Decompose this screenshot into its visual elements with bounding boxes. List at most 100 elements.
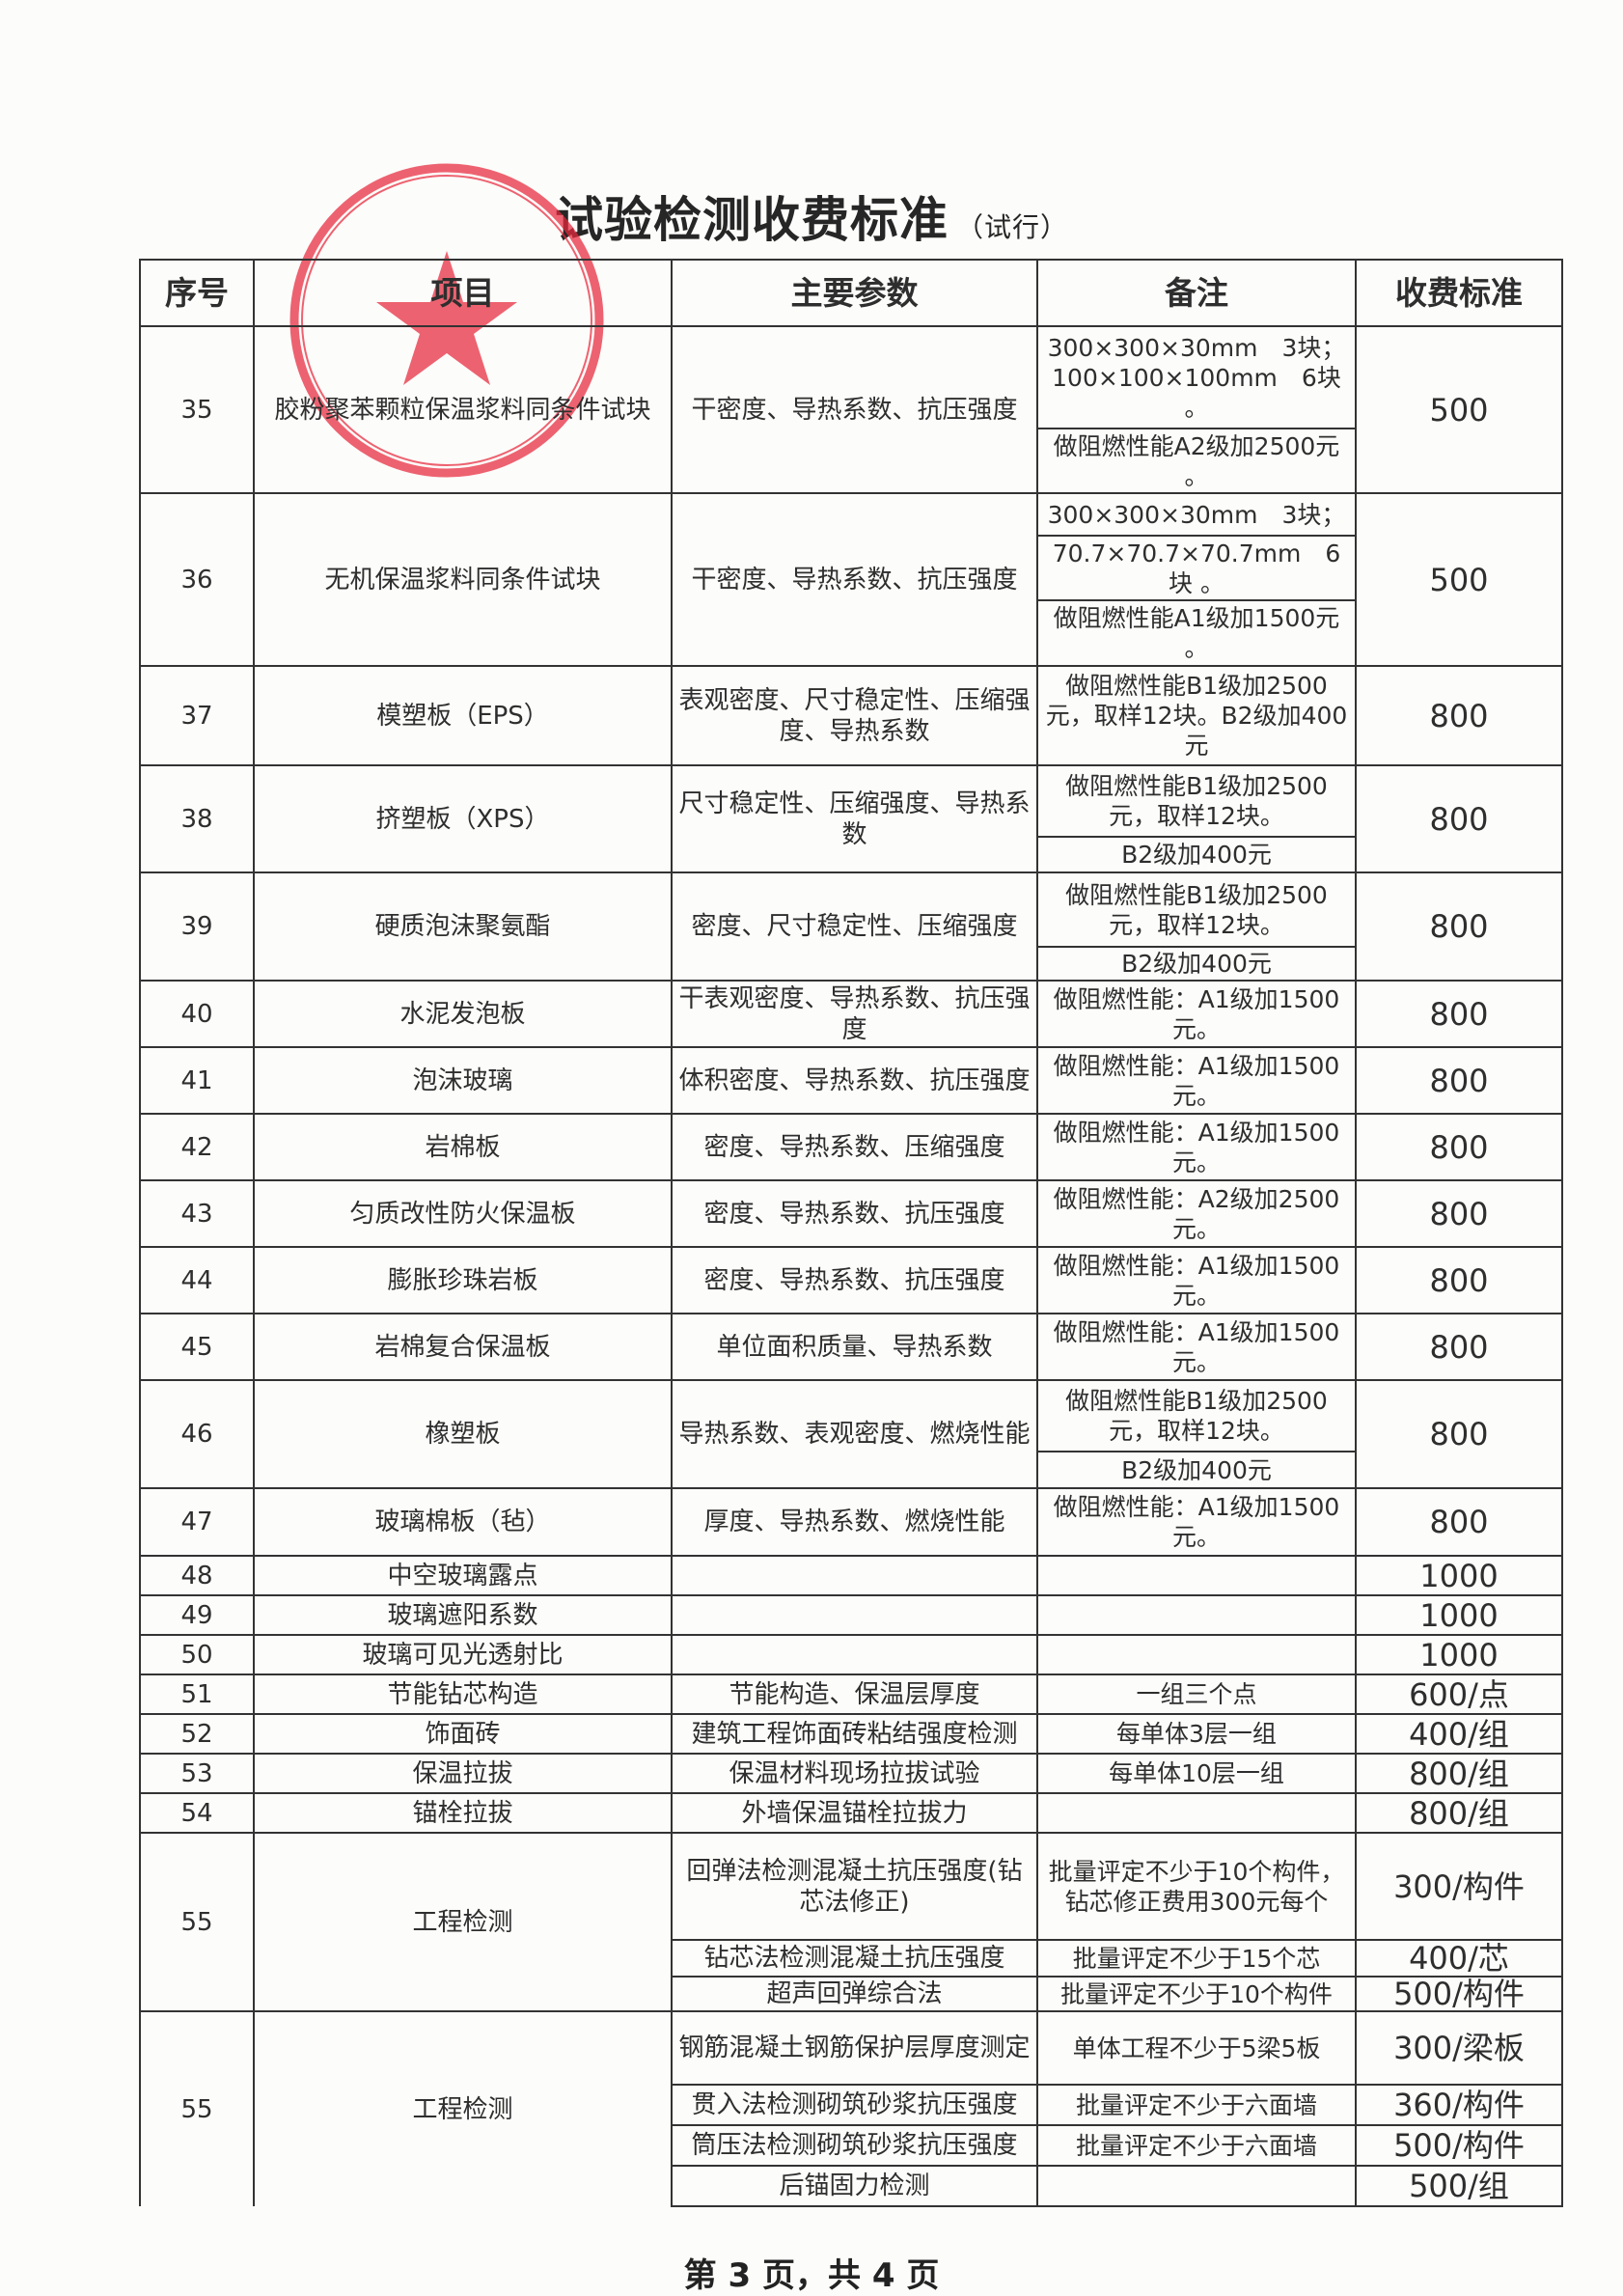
row-item: 锚栓拉拔 — [253, 1792, 673, 1834]
row-number: 49 — [139, 1594, 255, 1636]
table-row: 55 工程检测 回弹法检测混凝土抗压强度(钻芯法修正) 批量评定不少于10个构件，钻芯… — [139, 1832, 1563, 2012]
row-item: 水泥发泡板 — [253, 980, 673, 1048]
row-note: 做阻燃性能：A1级加1500元。 — [1036, 980, 1357, 1048]
header-no: 序号 — [139, 259, 255, 327]
row-note: 做阻燃性能B1级加2500元，取样12块。 — [1036, 871, 1357, 948]
header-fee: 收费标准 — [1355, 259, 1563, 327]
table-header-row: 序号 项目 主要参数 备注 收费标准 — [139, 259, 1563, 327]
row-item: 橡塑板 — [253, 1379, 673, 1489]
row-number: 44 — [139, 1246, 255, 1314]
table-row: B2级加400元 — [140, 946, 1562, 982]
row-note: 做阻燃性能：A1级加1500元。 — [1036, 1246, 1357, 1314]
row-fee: 600/点 — [1355, 1674, 1563, 1715]
row-fee: 800/组 — [1355, 1792, 1563, 1834]
header-item: 项目 — [253, 259, 673, 327]
row-item: 玻璃可见光透射比 — [253, 1634, 673, 1675]
row-item: 岩棉板 — [253, 1113, 673, 1181]
row-number: 55 — [139, 2010, 255, 2206]
row-item: 无机保温浆料同条件试块 — [253, 492, 673, 667]
row-fee: 500 — [1355, 325, 1563, 494]
row-note: 一组三个点 — [1036, 1674, 1357, 1715]
row-item: 膨胀珍珠岩板 — [253, 1246, 673, 1314]
row-number: 55 — [139, 1832, 255, 2012]
row-fee: 1000 — [1355, 1594, 1563, 1636]
table-row: 38 挤塑板（XPS） 尺寸稳定性、压缩强度、导热系数 做阻燃性能B1级加2500元，… — [139, 764, 1563, 873]
table-row: 41 泡沫玻璃 体积密度、导热系数、抗压强度 做阻燃性能：A1级加1500元。 800 — [139, 1046, 1563, 1115]
row-params: 体积密度、导热系数、抗压强度 — [671, 1046, 1038, 1115]
row-item: 玻璃遮阳系数 — [253, 1594, 673, 1636]
table-row: 后锚固力检测 500/组 — [140, 2165, 1563, 2207]
row-note: 做阻燃性能B1级加2500元，取样12块。B2级加400元 — [1036, 665, 1357, 766]
row-params: 钢筋混凝土钢筋保护层厚度测定 — [671, 2010, 1038, 2086]
row-params: 单位面积质量、导热系数 — [671, 1313, 1038, 1381]
row-params: 超声回弹综合法 — [671, 1976, 1038, 2012]
row-item: 泡沫玻璃 — [253, 1046, 673, 1115]
row-fee: 400/组 — [1355, 1713, 1563, 1755]
row-number: 38 — [139, 764, 255, 873]
row-fee: 300/构件 — [1355, 1832, 1563, 1941]
row-params: 回弹法检测混凝土抗压强度(钻芯法修正) — [671, 1832, 1038, 1941]
row-fee: 800 — [1355, 1046, 1563, 1115]
row-number: 43 — [139, 1179, 255, 1248]
row-params: 密度、导热系数、压缩强度 — [671, 1113, 1038, 1181]
row-note: B2级加400元 — [1036, 836, 1357, 873]
row-note: 300×300×30mm 3块； — [1036, 492, 1357, 537]
row-note: 批量评定不少于15个芯 — [1036, 1939, 1357, 1978]
row-number: 40 — [139, 980, 255, 1048]
row-item: 节能钻芯构造 — [253, 1674, 673, 1715]
row-fee: 800 — [1355, 980, 1563, 1048]
row-fee: 500/构件 — [1355, 1976, 1563, 2012]
fee-table: 序号 项目 主要参数 备注 收费标准 35 胶粉聚苯颗粒保温浆料同条件试块 干密度、导热系数… — [139, 259, 1563, 2207]
table-row: 超声回弹综合法 批量评定不少于10个构件 500/构件 — [140, 1976, 1563, 2012]
table-row: 55 工程检测 钢筋混凝土钢筋保护层厚度测定 单体工程不少于5梁5板 300/梁板 — [139, 2010, 1563, 2206]
row-note: 做阻燃性能B1级加2500元，取样12块。 — [1036, 1379, 1357, 1452]
title-text: 试验检测收费标准 — [554, 192, 949, 248]
table-row: 70.7×70.7×70.7mm 6块 。 — [140, 535, 1562, 601]
row-fee: 800/组 — [1355, 1753, 1563, 1794]
row-fee: 1000 — [1355, 1634, 1563, 1675]
row-item: 硬质泡沫聚氨酯 — [253, 871, 673, 982]
row-note: 300×300×30mm 3块；100×100×100mm 6块 。 — [1036, 325, 1357, 429]
title-suffix: （试行） — [955, 211, 1068, 243]
row-item: 玻璃棉板（毡） — [253, 1487, 673, 1557]
table-row: 做阻燃性能A1级加1500元 。 — [140, 599, 1562, 667]
row-number: 46 — [139, 1379, 255, 1489]
table-row: 44 膨胀珍珠岩板 密度、导热系数、抗压强度 做阻燃性能：A1级加1500元。 800 — [139, 1246, 1563, 1314]
row-number: 51 — [139, 1674, 255, 1715]
row-note — [1036, 1792, 1357, 1834]
table-row: 54 锚栓拉拔 外墙保温锚栓拉拔力 800/组 — [139, 1792, 1563, 1834]
row-fee: 500/构件 — [1355, 2124, 1563, 2167]
header-params: 主要参数 — [671, 259, 1038, 327]
row-note — [1036, 2165, 1357, 2207]
row-fee: 800 — [1355, 871, 1563, 982]
row-item: 匀质改性防火保温板 — [253, 1179, 673, 1248]
row-number: 39 — [139, 871, 255, 982]
row-params: 导热系数、表观密度、燃烧性能 — [671, 1379, 1038, 1489]
row-item: 挤塑板（XPS） — [253, 764, 673, 873]
row-fee: 500 — [1355, 492, 1563, 667]
table-row: 47 玻璃棉板（毡） 厚度、导热系数、燃烧性能 做阻燃性能：A1级加1500元。 800 — [139, 1487, 1563, 1557]
row-params: 密度、尺寸稳定性、压缩强度 — [671, 871, 1038, 982]
row-number: 48 — [139, 1555, 255, 1596]
row-item: 饰面砖 — [253, 1713, 673, 1755]
table-row: 48 中空玻璃露点 1000 — [139, 1555, 1563, 1596]
row-fee: 800 — [1355, 1179, 1563, 1248]
row-params: 尺寸稳定性、压缩强度、导热系数 — [671, 764, 1038, 873]
row-fee: 360/构件 — [1355, 2084, 1563, 2126]
row-number: 52 — [139, 1713, 255, 1755]
row-params — [671, 1634, 1038, 1675]
table-row: 钻芯法检测混凝土抗压强度 批量评定不少于15个芯 400/芯 — [140, 1939, 1563, 1978]
row-note: 单体工程不少于5梁5板 — [1036, 2010, 1357, 2086]
row-params: 厚度、导热系数、燃烧性能 — [671, 1487, 1038, 1557]
row-note: 批量评定不少于10个构件，钻芯修正费用300元每个 — [1036, 1832, 1357, 1941]
row-note: 做阻燃性能A1级加1500元 。 — [1036, 599, 1357, 667]
table-row: 49 玻璃遮阳系数 1000 — [139, 1594, 1563, 1636]
header-notes: 备注 — [1036, 259, 1357, 327]
row-number: 41 — [139, 1046, 255, 1115]
row-note: 每单体10层一组 — [1036, 1753, 1357, 1794]
row-fee: 800 — [1355, 1313, 1563, 1381]
table-row: 53 保温拉拔 保温材料现场拉拔试验 每单体10层一组 800/组 — [139, 1753, 1563, 1794]
row-note: 做阻燃性能：A1级加1500元。 — [1036, 1046, 1357, 1115]
row-note: 做阻燃性能B1级加2500元，取样12块。 — [1036, 764, 1357, 838]
row-number: 47 — [139, 1487, 255, 1557]
